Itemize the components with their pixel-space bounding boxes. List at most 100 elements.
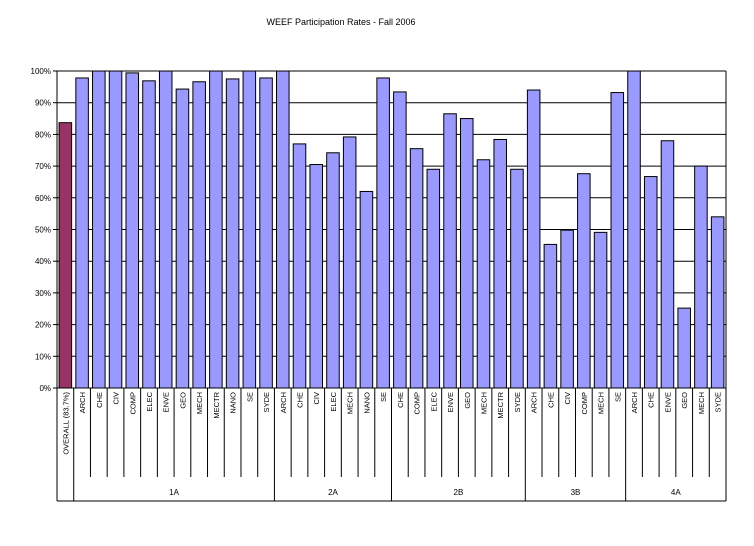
x-tick-label: GEO xyxy=(680,392,689,409)
x-tick-label: CHE xyxy=(95,392,104,408)
bar xyxy=(108,70,123,389)
bar xyxy=(409,148,424,389)
x-tick-label: ELEC xyxy=(429,391,438,411)
y-tick-label: 0% xyxy=(39,384,51,393)
bar xyxy=(577,173,591,389)
bar xyxy=(593,231,608,389)
y-tick-label: 20% xyxy=(35,321,51,330)
bar xyxy=(309,164,324,389)
chart-title: WEEF Participation Rates - Fall 2006 xyxy=(266,17,415,27)
bar xyxy=(125,72,140,389)
x-tick-label: CHE xyxy=(396,392,405,408)
bar xyxy=(292,143,307,389)
bar xyxy=(627,70,641,389)
bar xyxy=(92,70,106,389)
y-tick-label: 40% xyxy=(35,257,51,266)
x-tick-label: SYDE xyxy=(513,392,522,412)
bar xyxy=(493,138,507,389)
group-label: 2A xyxy=(328,488,338,497)
bar xyxy=(643,176,658,389)
x-tick-label: CIV xyxy=(312,392,321,405)
bar xyxy=(175,88,190,389)
bar xyxy=(560,229,574,389)
bar xyxy=(376,77,390,389)
group-label: 1A xyxy=(169,488,179,497)
x-tick-label: MECH xyxy=(597,392,606,414)
y-tick-label: 60% xyxy=(35,194,51,203)
bar xyxy=(694,165,708,389)
x-tick-label: COMP xyxy=(128,392,137,415)
bar xyxy=(259,77,273,389)
x-axis-labels: OVERALL (83.7%) ARCH CHE CIV COMP ELEC ENVE GEO… xyxy=(61,391,722,497)
x-tick-label: OVERALL (83.7%) xyxy=(61,392,70,455)
group-label: 3B xyxy=(571,488,581,497)
bar xyxy=(443,113,457,389)
bar xyxy=(158,70,173,389)
bar xyxy=(142,80,156,389)
x-tick-label: SE xyxy=(379,392,388,402)
x-tick-label: GEO xyxy=(178,392,187,409)
bar xyxy=(459,118,474,389)
y-tick-label: 50% xyxy=(35,226,51,235)
x-tick-label: ENVE xyxy=(446,392,455,412)
x-tick-label: ARCH xyxy=(530,392,539,413)
y-tick-label: 30% xyxy=(35,289,51,298)
bar xyxy=(225,78,240,389)
x-tick-label: ARCH xyxy=(279,392,288,413)
x-tick-label: ELEC xyxy=(145,391,154,411)
x-tick-label: ENVE xyxy=(663,392,672,412)
bars xyxy=(58,70,725,389)
bar xyxy=(610,92,625,389)
x-tick-label: ARCH xyxy=(78,392,87,413)
bar xyxy=(209,70,223,389)
x-tick-label: CIV xyxy=(112,392,121,405)
x-tick-label: ENVE xyxy=(162,392,171,412)
y-tick-label: 80% xyxy=(35,130,51,139)
bar xyxy=(192,81,206,389)
y-axis-ticks: 0% 10% 20% 30% 40% 50% 60% 70% 80% 90% 100% xyxy=(31,67,57,393)
x-tick-label: SYDE xyxy=(262,392,271,412)
x-tick-label: CHE xyxy=(546,392,555,408)
bar xyxy=(476,159,491,389)
x-tick-label: MECH xyxy=(195,392,204,414)
bar xyxy=(677,307,691,389)
x-tick-label: MECH xyxy=(346,392,355,414)
gridlines xyxy=(57,70,726,389)
x-tick-label: MECH xyxy=(479,392,488,414)
bar xyxy=(660,140,675,389)
bar xyxy=(710,216,725,389)
y-tick-label: 100% xyxy=(31,67,51,76)
x-tick-label: ARCH xyxy=(630,392,639,413)
bar xyxy=(276,70,290,389)
x-tick-label: NANO xyxy=(229,392,238,414)
bar xyxy=(242,70,257,389)
group-label: 4A xyxy=(671,488,681,497)
bar xyxy=(326,152,340,389)
y-tick-label: 70% xyxy=(35,162,51,171)
bar xyxy=(342,136,357,389)
x-tick-label: CIV xyxy=(563,392,572,405)
x-tick-label: CHE xyxy=(647,392,656,408)
x-tick-label: SYDE xyxy=(714,392,723,412)
x-tick-label: SE xyxy=(245,392,254,402)
bar xyxy=(393,91,407,389)
bar xyxy=(543,243,558,389)
x-tick-label: MECH xyxy=(697,392,706,414)
x-tick-label: COMP xyxy=(413,392,422,415)
x-tick-label: GEO xyxy=(463,392,472,409)
x-tick-label: MECTR xyxy=(496,391,505,418)
x-tick-label: NANO xyxy=(362,392,371,414)
bar xyxy=(426,168,441,389)
group-label: 2B xyxy=(454,488,464,497)
bar xyxy=(75,77,89,389)
bar xyxy=(526,89,541,389)
x-tick-label: ELEC xyxy=(329,391,338,411)
axes xyxy=(56,71,727,502)
bar xyxy=(58,122,73,389)
x-tick-label: MECTR xyxy=(212,391,221,418)
y-tick-label: 90% xyxy=(35,99,51,108)
y-tick-label: 10% xyxy=(35,352,51,361)
x-tick-label: COMP xyxy=(580,392,589,415)
x-tick-label: CHE xyxy=(296,392,305,408)
